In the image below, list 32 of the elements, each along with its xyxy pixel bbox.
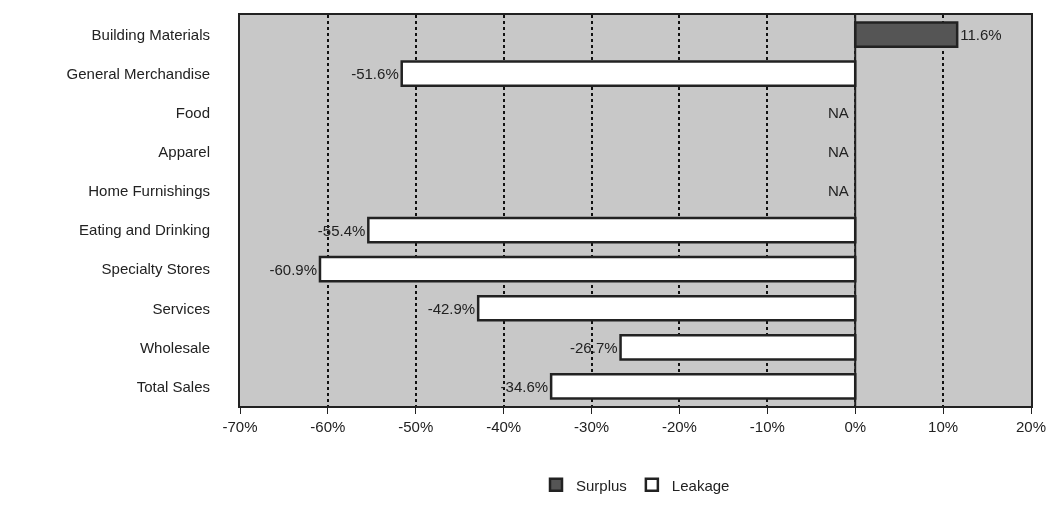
x-tick-label: 0% [844,418,867,435]
data-label: -34.6% [500,377,549,395]
y-tick-label: Building Materials [91,25,210,43]
y-tick-label: Apparel [158,143,210,161]
y-tick-label: Eating and Drinking [79,221,210,239]
x-tick-label: -30% [574,418,610,435]
x-tick-label: 10% [928,418,959,435]
y-tick-label: Total Sales [136,377,210,395]
text: NA [828,104,849,121]
data-label: -60.9% [269,260,317,278]
data-label: -51.6% [351,65,399,83]
legend-label: Surplus [576,476,627,494]
y-tick-label: Food [175,104,210,121]
data-label: -55.4% [317,221,366,239]
x-tick-label: -20% [661,418,697,435]
x-tick-label: -70% [222,418,258,435]
text: NA [828,143,849,160]
x-tick-label: 20% [1015,418,1047,435]
x-tick-label: -50% [398,418,434,435]
text: NA [828,182,849,199]
y-tick-label: Specialty Stores [101,260,210,278]
y-tick-label: Home Furnishings [88,182,210,200]
y-tick-label: Services [152,299,210,317]
data-label: -26.7% [570,338,618,356]
y-tick-label: General Merchandise [66,64,210,82]
x-tick-label: -40% [486,418,522,435]
legend-label: Leakage [671,476,730,494]
data-label: 11.6% [960,26,1002,44]
data-label: -42.9% [427,299,476,317]
y-tick-label: Wholesale [139,338,210,356]
x-tick-label: -10% [749,418,785,435]
x-tick-label: -60% [310,418,346,435]
